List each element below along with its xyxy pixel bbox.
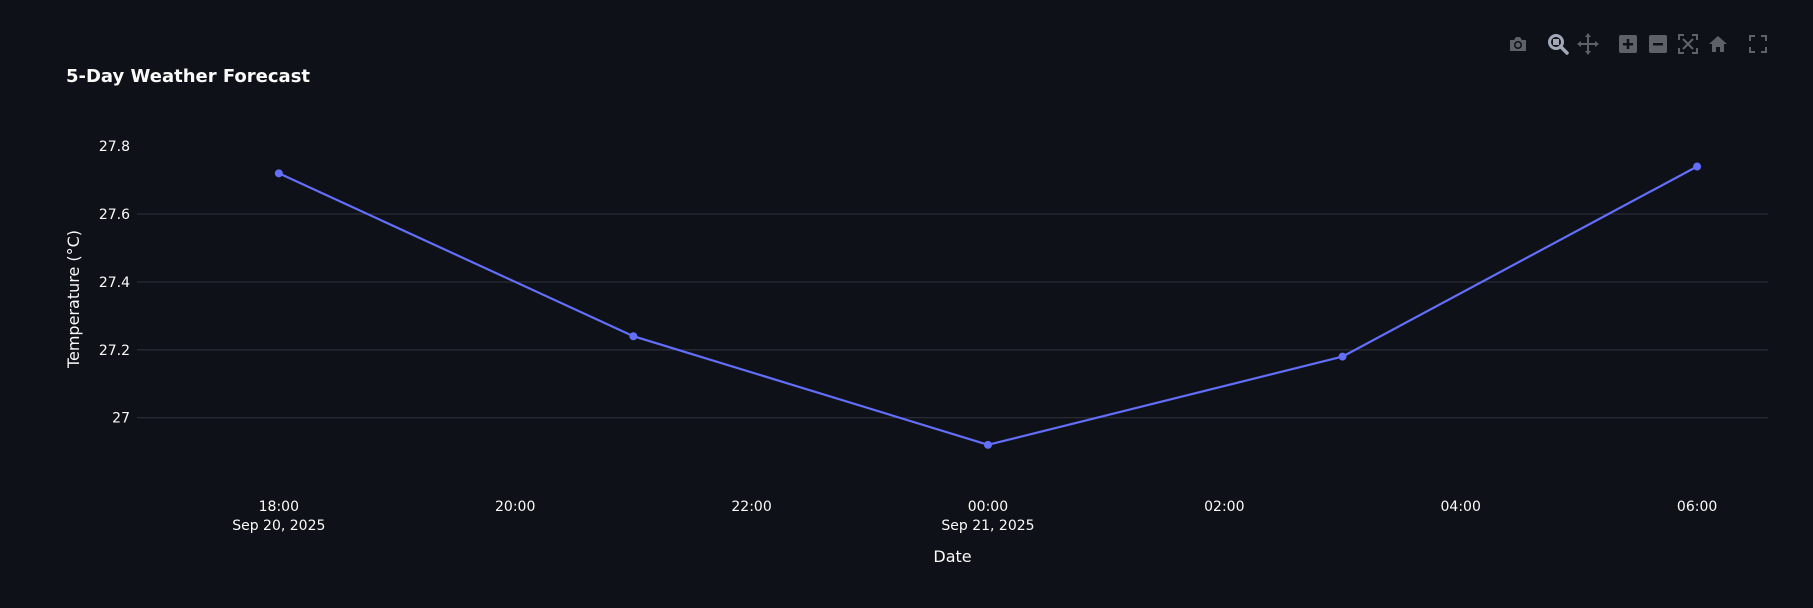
zoom-in-button[interactable] [1613, 32, 1643, 56]
zoom-out-icon [1649, 35, 1667, 53]
y-tick-label: 27.4 [99, 275, 130, 291]
x-axis-title: Date [933, 547, 971, 566]
y-tick-label: 27.8 [99, 139, 130, 155]
x-tick-label: 04:00 [1441, 499, 1481, 515]
y-tick-label: 27.2 [99, 343, 130, 359]
y-axis-ticks: 27 27.2 27.4 27.6 27.8 [99, 139, 130, 427]
series-temperature [274, 162, 1702, 449]
y-axis-title: Temperature (°C) [64, 230, 83, 369]
x-tick-label: 22:00 [731, 499, 771, 515]
camera-button[interactable] [1503, 32, 1533, 56]
x-axis-ticks: 18:00 Sep 20, 2025 20:00 22:00 00:00 Sep 21, … [232, 499, 1717, 534]
autoscale-icon [1678, 34, 1698, 54]
x-tick-sublabel: Sep 20, 2025 [232, 518, 325, 534]
x-tick-label: 00:00 [968, 499, 1008, 515]
grid-lines [137, 213, 1768, 419]
data-point[interactable] [629, 332, 638, 341]
series-line [278, 165, 1698, 446]
pan-button[interactable] [1573, 32, 1603, 56]
autoscale-button[interactable] [1673, 32, 1703, 56]
x-tick-label: 20:00 [495, 499, 535, 515]
reset-axes-button[interactable] [1703, 32, 1733, 56]
data-point[interactable] [983, 440, 992, 449]
y-tick-label: 27.6 [99, 207, 130, 223]
zoom-in-icon [1619, 35, 1637, 53]
x-tick-label: 06:00 [1677, 499, 1717, 515]
y-tick-label: 27 [112, 411, 130, 427]
x-tick-sublabel: Sep 21, 2025 [941, 518, 1034, 534]
zoom-button[interactable] [1543, 32, 1573, 56]
reset-axes-icon [1709, 36, 1727, 52]
data-point[interactable] [1338, 352, 1347, 361]
data-point[interactable] [1693, 162, 1702, 171]
modebar [1503, 32, 1773, 56]
chart-title: 5-Day Weather Forecast [66, 66, 311, 87]
x-tick-label: 02:00 [1204, 499, 1244, 515]
fullscreen-icon [1749, 35, 1767, 53]
zoom-icon [1548, 34, 1569, 55]
camera-icon [1510, 37, 1526, 51]
pan-icon [1577, 33, 1599, 55]
data-point[interactable] [274, 169, 283, 178]
fullscreen-button[interactable] [1743, 32, 1773, 56]
zoom-out-button[interactable] [1643, 32, 1673, 56]
x-tick-label: 18:00 [259, 499, 299, 515]
